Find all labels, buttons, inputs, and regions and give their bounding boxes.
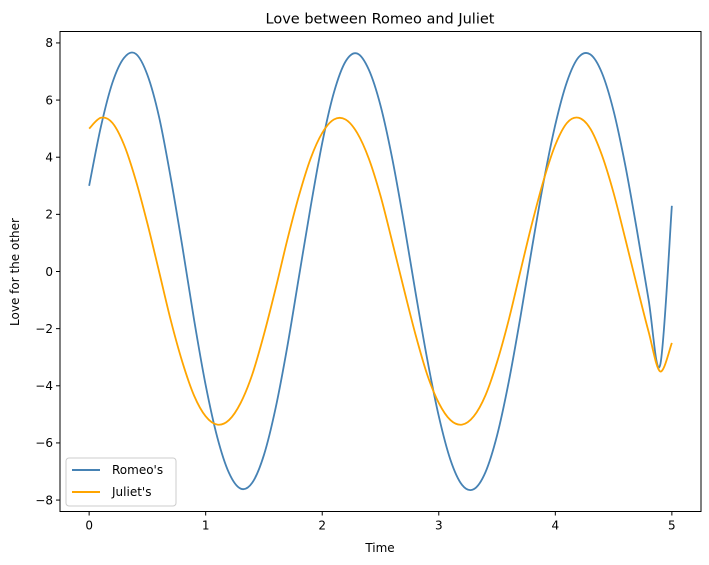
x-tick-label-0: 0 — [85, 519, 93, 533]
y-tick-label-1: −6 — [35, 436, 53, 450]
y-tick-label-7: 6 — [45, 93, 53, 107]
x-tick-label-5: 5 — [668, 519, 676, 533]
chart-title: Love between Romeo and Juliet — [266, 12, 495, 28]
series-layer — [88, 51, 673, 492]
y-tick-label-3: −2 — [35, 322, 53, 336]
y-axis-title: Love for the other — [8, 218, 22, 326]
series-line-0 — [88, 51, 673, 492]
series-line-1 — [88, 116, 673, 426]
y-tick-label-6: 4 — [45, 151, 53, 165]
x-axis-title: Time — [364, 541, 394, 555]
legend-label-juliet: Juliet's — [111, 485, 151, 499]
x-tick-label-2: 2 — [318, 519, 326, 533]
legend: Romeo's Juliet's — [65, 457, 177, 507]
x-tick-label-4: 4 — [551, 519, 559, 533]
y-tick-label-5: 2 — [45, 208, 53, 222]
y-axis-ticks: −8 −6 −4 −2 0 2 4 6 8 — [35, 36, 60, 507]
x-tick-label-1: 1 — [202, 519, 210, 533]
legend-label-romeo: Romeo's — [112, 463, 163, 477]
y-tick-label-4: 0 — [45, 265, 53, 279]
y-tick-label-2: −4 — [35, 379, 53, 393]
x-tick-label-3: 3 — [435, 519, 443, 533]
y-tick-label-0: −8 — [35, 493, 53, 507]
x-axis-ticks: 0 1 2 3 4 5 — [85, 511, 676, 533]
y-tick-label-8: 8 — [45, 36, 53, 50]
